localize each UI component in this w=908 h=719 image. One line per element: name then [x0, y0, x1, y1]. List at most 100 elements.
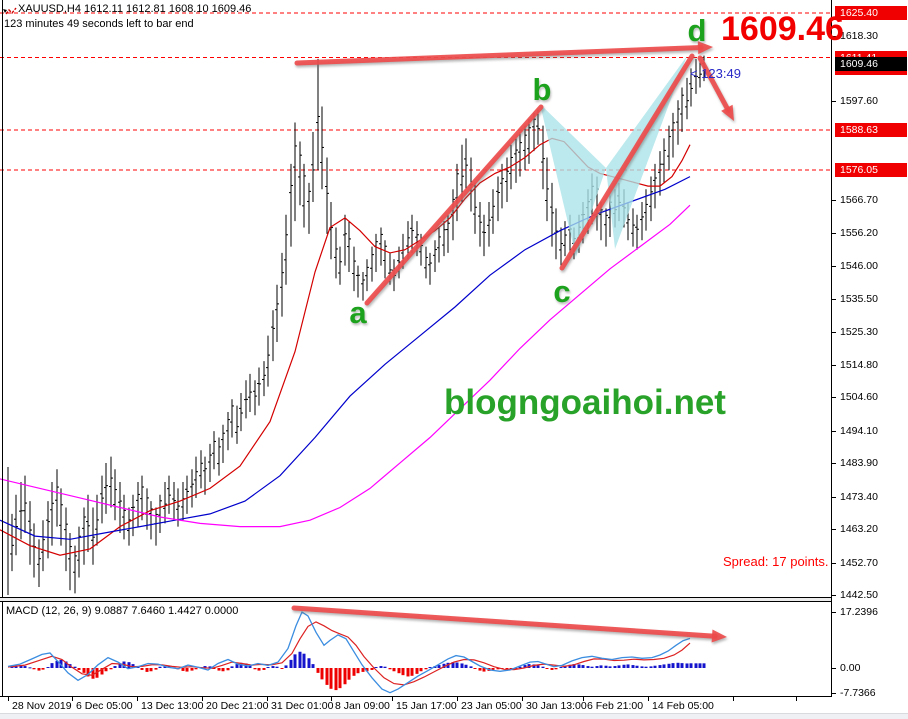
macd-hist-bar-negative — [352, 668, 356, 676]
macd-hist-bar-positive — [595, 666, 599, 668]
macd-hist-bar-negative — [397, 668, 401, 674]
macd-hist-bar-negative — [194, 668, 198, 670]
wave-label-d[interactable]: d — [687, 13, 707, 48]
macd-hist-bar-negative — [424, 668, 428, 670]
macd-hist-bar-positive — [635, 665, 639, 668]
macd-hist-bar-negative — [82, 668, 86, 673]
macd-hist-bar-negative — [217, 668, 221, 671]
macd-hist-bar-negative — [37, 668, 41, 671]
main-price-chart[interactable] — [0, 0, 832, 598]
wave-label-a[interactable]: a — [349, 295, 367, 330]
macd-hist-bar-positive — [572, 664, 576, 668]
wave-label-b[interactable]: b — [532, 72, 552, 107]
level-price-badge: 1588.63 — [835, 123, 907, 137]
macd-hist-bar-positive — [284, 665, 288, 668]
price-tick-mark — [832, 529, 836, 531]
countdown-annotation[interactable]: < 123:49 — [690, 66, 741, 81]
macd-hist-bar-positive — [644, 666, 648, 668]
projection-down-arrow[interactable] — [697, 55, 734, 121]
macd-hist-bar-negative — [505, 668, 509, 670]
price-tick-label: 1566.70 — [840, 193, 878, 206]
level-price-badge: 1576.05 — [835, 163, 907, 178]
price-axis[interactable]: 1618.30 1597.60 1566.70 1556.20 1546.00 1535.… — [831, 0, 908, 699]
price-tick-label: 1597.60 — [840, 95, 878, 108]
symbol-chart-icon — [3, 4, 17, 22]
macd-hist-bar-negative — [545, 668, 549, 669]
site-watermark: blogngoaihoi.net — [444, 383, 726, 422]
trendline-a-b[interactable] — [364, 104, 544, 306]
time-tick-mark — [72, 697, 73, 701]
time-tick-label: 15 Jan 17:00 — [396, 700, 457, 712]
macd-hist-bar-negative — [365, 668, 369, 672]
macd-hist-bar-negative — [491, 668, 495, 670]
macd-hist-bar-positive — [626, 664, 630, 668]
price-tick-mark — [832, 233, 836, 235]
macd-hist-bar-positive — [653, 665, 657, 668]
macd-hist-bar-positive — [455, 662, 459, 668]
macd-hist-bar-positive — [613, 666, 617, 668]
macd-hist-bar-negative — [257, 668, 261, 671]
resistance-arrow[interactable] — [294, 41, 713, 66]
macd-hist-bar-negative — [185, 668, 189, 672]
macd-pane-bottom-border — [0, 696, 832, 697]
macd-hist-bar-positive — [631, 665, 635, 668]
macd-hist-bar-negative — [392, 668, 396, 672]
macd-hist-bar-positive — [518, 666, 522, 668]
time-tick-mark — [392, 697, 393, 701]
macd-hist-bar-negative — [356, 668, 360, 674]
macd-hist-bar-positive — [203, 666, 207, 668]
macd-hist-bar-positive — [622, 664, 626, 668]
wave-label-c[interactable]: c — [553, 274, 571, 309]
time-tick-mark — [583, 697, 584, 701]
harmonic-pattern-shape[interactable] — [606, 56, 687, 249]
price-tick-label: 1473.40 — [840, 490, 878, 503]
trendline-c-d[interactable] — [559, 53, 695, 271]
macd-hist-bar-negative — [388, 668, 392, 670]
target-price-callout[interactable]: 1609.46 — [721, 10, 844, 48]
macd-hist-bar-negative — [221, 668, 225, 672]
macd-hist-bar-positive — [239, 662, 243, 668]
macd-hist-bar-positive — [271, 666, 275, 668]
macd-hist-bar-positive — [685, 663, 689, 668]
macd-hist-bar-positive — [14, 665, 18, 668]
macd-hist-bar-negative — [361, 668, 365, 672]
current-price-badge: 1609.46 — [835, 56, 907, 71]
macd-hist-bar-positive — [671, 663, 675, 668]
time-tick-mark — [267, 697, 268, 701]
chart-left-border — [2, 0, 3, 696]
time-tick-mark — [331, 697, 332, 701]
time-tick-mark — [796, 697, 797, 701]
price-tick-label: 1452.70 — [840, 556, 878, 569]
time-tick-label: 20 Dec 21:00 — [206, 700, 269, 712]
harmonic-pattern-shape[interactable] — [540, 104, 606, 257]
pane-splitter[interactable] — [0, 598, 908, 601]
macd-hist-bar-positive — [640, 666, 644, 668]
macd-indicator-pane[interactable] — [0, 602, 832, 695]
price-tick-mark — [832, 199, 836, 201]
macd-hist-bar-negative — [401, 668, 405, 676]
time-tick-mark — [457, 697, 458, 701]
macd-hist-bar-negative — [338, 668, 342, 689]
macd-hist-bar-positive — [379, 666, 383, 668]
macd-hist-bar-positive — [118, 663, 122, 668]
time-tick-label: 14 Feb 05:00 — [652, 700, 714, 712]
macd-hist-bar-positive — [541, 666, 545, 668]
time-axis[interactable]: 28 Nov 2019 6 Dec 05:00 13 Dec 13:00 20 Dec… — [0, 697, 908, 713]
price-tick-mark — [832, 562, 836, 564]
macd-hist-bar-positive — [599, 665, 603, 668]
macd-hist-bar-negative — [554, 668, 558, 670]
macd-hist-bar-negative — [415, 668, 419, 674]
macd-hist-bar-negative — [410, 668, 414, 676]
macd-hist-bar-negative — [320, 668, 324, 680]
macd-main-line — [7, 611, 691, 694]
time-tick-label: 28 Nov 2019 — [12, 700, 72, 712]
macd-hist-bar-negative — [496, 668, 500, 670]
time-tick-label: 13 Dec 13:00 — [141, 700, 204, 712]
macd-hist-bar-positive — [10, 666, 14, 668]
macd-hist-bar-positive — [532, 664, 536, 668]
macd-hist-bar-negative — [343, 668, 347, 685]
macd-hist-bar-negative — [316, 668, 320, 673]
macd-divergence-arrow[interactable] — [291, 605, 727, 643]
macd-hist-bar-negative — [514, 668, 518, 669]
macd-hist-bar-positive — [590, 666, 594, 668]
